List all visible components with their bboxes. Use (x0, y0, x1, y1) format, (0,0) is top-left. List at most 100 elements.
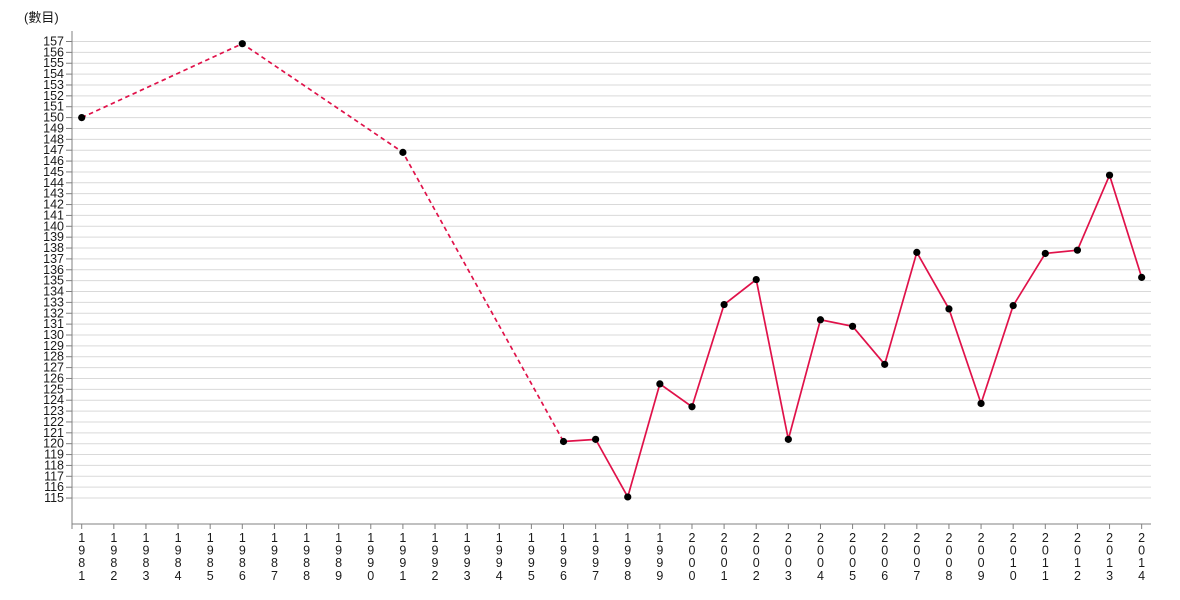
x-tick-label-1981: 1 (78, 531, 85, 545)
x-tick-label-2012: 2 (1074, 569, 1081, 583)
x-tick-label-2000: 2 (689, 531, 696, 545)
x-tick-label-2013: 1 (1106, 556, 1113, 570)
y-tick-label-127: 127 (43, 361, 64, 375)
x-tick-label-1986: 9 (239, 544, 246, 558)
data-point-2000 (688, 403, 696, 411)
x-tick-label-2000: 0 (689, 569, 696, 583)
x-tick-label-1989: 9 (335, 544, 342, 558)
y-tick-label-134: 134 (43, 285, 64, 299)
y-tick-label-139: 139 (43, 230, 64, 244)
x-tick-label-1981: 1 (78, 569, 85, 583)
x-tick-label-2010: 0 (1010, 544, 1017, 558)
x-tick-label-1985: 8 (207, 556, 214, 570)
y-tick-label-145: 145 (43, 165, 64, 179)
x-tick-label-1993: 1 (464, 531, 471, 545)
data-point-2006 (881, 360, 889, 368)
x-tick-label-2011: 0 (1042, 544, 1049, 558)
x-tick-label-2010: 0 (1010, 569, 1017, 583)
y-tick-label-115: 115 (44, 491, 64, 505)
y-tick-label-142: 142 (43, 198, 64, 212)
y-tick-label-130: 130 (43, 328, 64, 342)
y-tick-label-154: 154 (43, 67, 64, 81)
y-tick-label-125: 125 (43, 382, 64, 396)
x-tick-label-2012: 1 (1074, 556, 1081, 570)
x-tick-label-1986: 6 (239, 569, 246, 583)
x-tick-label-1982: 8 (110, 556, 117, 570)
x-tick-label-1989: 8 (335, 556, 342, 570)
x-tick-label-2008: 0 (945, 544, 952, 558)
y-tick-label-116: 116 (44, 480, 64, 494)
x-tick-label-2005: 5 (849, 569, 856, 583)
x-tick-label-2014: 1 (1138, 556, 1145, 570)
data-point-1996 (559, 437, 568, 446)
data-point-1999 (656, 380, 664, 388)
x-tick-label-2011: 1 (1042, 569, 1049, 583)
x-tick-label-1981: 9 (78, 544, 85, 558)
x-tick-label-2007: 7 (913, 569, 920, 583)
y-tick-label-140: 140 (43, 219, 64, 233)
y-tick-label-150: 150 (43, 111, 64, 125)
x-tick-label-2003: 2 (785, 531, 792, 545)
x-tick-label-1990: 1 (367, 531, 374, 545)
y-tick-label-144: 144 (43, 176, 64, 190)
x-tick-label-2011: 1 (1042, 556, 1049, 570)
x-tick-label-2010: 2 (1010, 531, 1017, 545)
y-tick-label-135: 135 (43, 274, 64, 288)
y-tick-label-146: 146 (43, 154, 64, 168)
y-tick-label-131: 131 (43, 317, 64, 331)
data-point-1986 (238, 40, 246, 48)
x-tick-label-1983: 9 (142, 544, 149, 558)
x-tick-label-1989: 1 (335, 531, 342, 545)
data-point-1981 (78, 113, 86, 122)
x-tick-label-1992: 9 (432, 556, 439, 570)
x-tick-label-2013: 2 (1106, 531, 1113, 545)
x-tick-label-2001: 2 (721, 531, 728, 545)
x-tick-label-1983: 3 (142, 569, 149, 583)
x-tick-label-2002: 0 (753, 556, 760, 570)
x-tick-label-2012: 2 (1074, 531, 1081, 545)
x-tick-label-1991: 1 (399, 569, 406, 583)
x-tick-label-1998: 9 (624, 556, 631, 570)
y-tick-label-147: 147 (43, 143, 64, 157)
data-point-2009 (977, 399, 985, 408)
y-tick-label-152: 152 (43, 89, 64, 103)
x-tick-label-1990: 9 (367, 556, 374, 570)
y-tick-label-149: 149 (43, 121, 64, 135)
x-tick-label-2008: 0 (945, 556, 952, 570)
x-tick-label-2010: 1 (1010, 556, 1017, 570)
x-tick-label-1981: 8 (78, 556, 85, 570)
x-tick-label-1994: 4 (496, 569, 503, 583)
x-tick-label-1991: 9 (399, 556, 406, 570)
x-tick-label-2005: 0 (849, 544, 856, 558)
x-tick-label-1987: 8 (271, 556, 278, 570)
x-tick-label-1988: 8 (303, 569, 310, 583)
x-tick-label-1995: 9 (528, 544, 535, 558)
x-tick-label-2005: 0 (849, 556, 856, 570)
series-line-solid (563, 172, 1143, 500)
x-tick-label-2006: 2 (881, 531, 888, 545)
x-tick-label-1982: 9 (110, 544, 117, 558)
x-tick-label-1987: 7 (271, 569, 278, 583)
x-tick-label-2006: 0 (881, 556, 888, 570)
x-tick-label-1992: 9 (432, 544, 439, 558)
y-tick-label-128: 128 (43, 350, 64, 364)
x-tick-label-1990: 0 (367, 569, 374, 583)
data-point-1997 (592, 435, 600, 443)
x-tick-label-2009: 2 (978, 531, 985, 545)
y-tick-label-148: 148 (43, 132, 64, 146)
x-tick-label-2013: 0 (1106, 544, 1113, 558)
data-point-2004 (816, 316, 825, 324)
x-tick-label-1990: 9 (367, 544, 374, 558)
x-tick-label-2012: 0 (1074, 544, 1081, 558)
y-tick-label-156: 156 (43, 45, 64, 59)
x-tick-label-2001: 1 (721, 569, 728, 583)
x-tick-label-1991: 1 (399, 531, 406, 545)
x-tick-label-1987: 1 (271, 531, 278, 545)
y-tick-label-121: 121 (43, 426, 64, 440)
x-tick-label-1986: 8 (239, 556, 246, 570)
x-tick-label-1997: 9 (592, 544, 599, 558)
x-tick-label-1999: 9 (656, 556, 663, 570)
y-tick-label-122: 122 (43, 415, 64, 429)
x-tick-label-2004: 0 (817, 544, 824, 558)
x-tick-label-2014: 2 (1138, 531, 1145, 545)
